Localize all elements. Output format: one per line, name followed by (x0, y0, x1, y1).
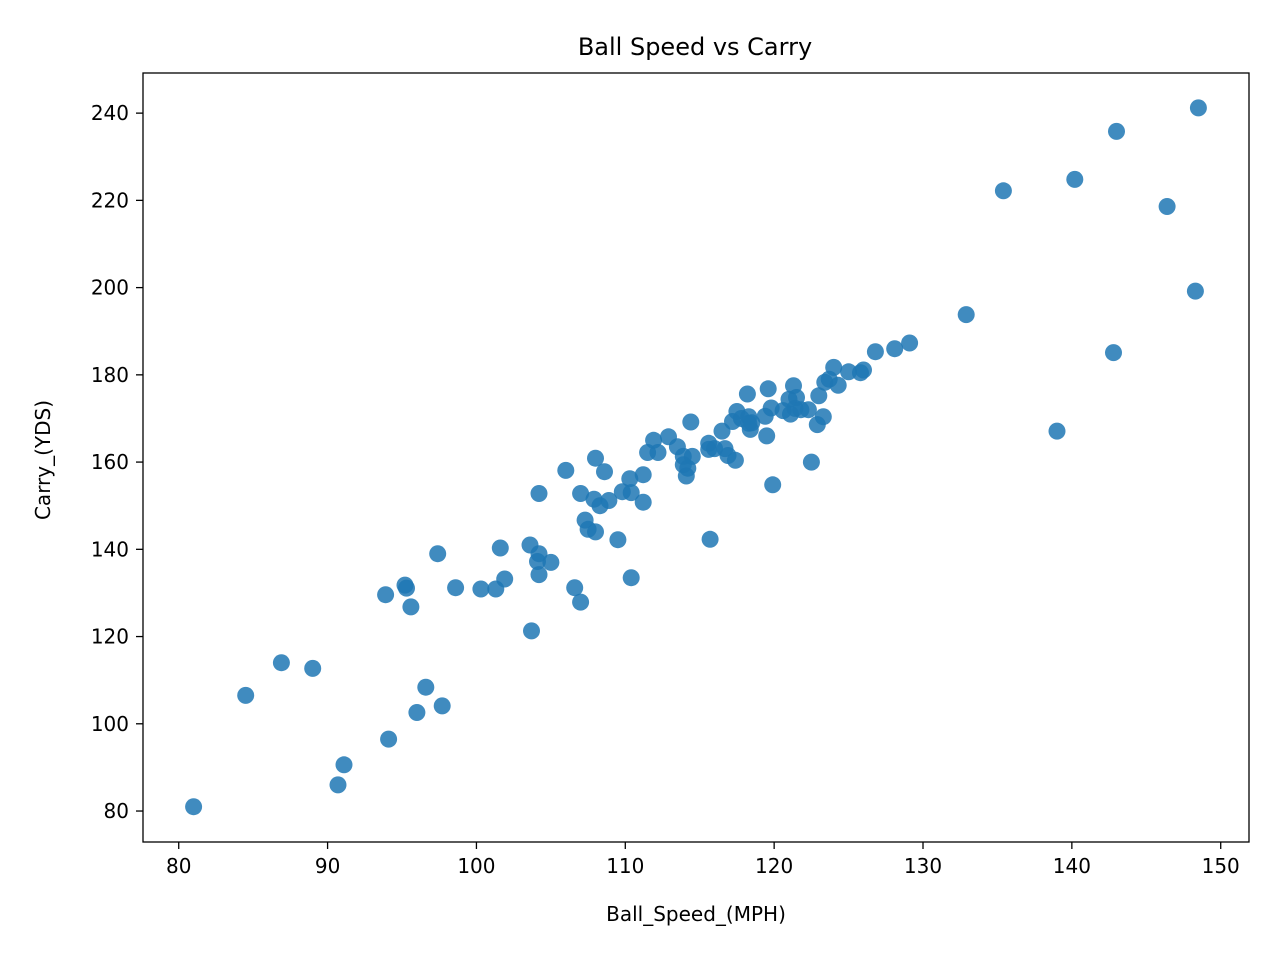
y-axis-label: Carry_(YDS) (31, 400, 55, 520)
chart-title: Ball Speed vs Carry (578, 33, 812, 61)
data-point (402, 598, 420, 616)
data-point (1105, 344, 1122, 362)
data-point (802, 453, 820, 471)
x-tick-label: 140 (1053, 854, 1091, 878)
data-point (587, 523, 604, 541)
plot-frame (142, 72, 1250, 843)
data-point (829, 376, 847, 394)
data-point (377, 586, 395, 604)
data-point (682, 413, 700, 431)
data-point (622, 484, 640, 502)
data-point (530, 545, 548, 563)
data-point (609, 531, 627, 549)
x-axis: 80 90 100 110 120 130 140 150 (166, 842, 1240, 878)
data-point (447, 579, 465, 597)
data-point (866, 343, 884, 361)
data-point (596, 463, 613, 481)
data-point (530, 566, 548, 584)
data-point (587, 449, 604, 467)
data-point (814, 408, 832, 426)
y-tick-label: 180 (91, 363, 129, 387)
data-point (566, 579, 584, 597)
x-tick-label: 110 (606, 854, 644, 878)
data-point (542, 553, 560, 571)
y-tick-label: 200 (91, 276, 129, 300)
data-point (738, 385, 756, 403)
data-point (496, 570, 514, 588)
y-tick-label: 140 (91, 537, 129, 561)
data-point (1108, 122, 1125, 140)
data-point (1066, 170, 1084, 188)
data-point (557, 461, 575, 479)
data-point (886, 340, 904, 358)
data-point (417, 678, 435, 696)
data-point (855, 361, 872, 379)
x-tick-label: 80 (166, 854, 191, 878)
y-tick-label: 240 (91, 101, 129, 125)
data-point (622, 569, 640, 587)
x-tick-label: 90 (315, 854, 340, 878)
points-layer (185, 99, 1207, 816)
y-tick-label: 80 (104, 799, 129, 823)
data-point (523, 622, 540, 640)
x-tick-label: 130 (904, 854, 942, 878)
data-point (1158, 198, 1176, 215)
data-point (799, 401, 817, 419)
data-point (825, 358, 843, 376)
data-point (1189, 99, 1207, 117)
data-point (237, 686, 255, 704)
x-axis-label: Ball_Speed_(MPH) (606, 902, 786, 926)
data-point (701, 530, 719, 548)
y-tick-label: 100 (91, 712, 129, 736)
data-point (472, 580, 490, 598)
data-point (634, 466, 652, 484)
data-point (335, 756, 353, 774)
data-point (649, 444, 667, 461)
data-point (726, 451, 744, 469)
data-point (572, 593, 590, 611)
y-tick-label: 120 (91, 625, 129, 649)
data-point (600, 492, 618, 509)
data-point (743, 414, 761, 432)
data-point (491, 539, 509, 557)
data-point (683, 447, 701, 465)
data-point (957, 306, 975, 324)
y-tick-label: 220 (91, 188, 129, 212)
data-point (758, 427, 776, 445)
data-point (621, 470, 639, 488)
data-point (304, 659, 322, 677)
data-point (810, 387, 828, 405)
x-tick-label: 120 (755, 854, 793, 878)
data-point (1048, 422, 1066, 440)
data-point (530, 485, 548, 502)
data-point (380, 730, 398, 748)
data-point (408, 704, 426, 721)
data-point (433, 697, 451, 715)
y-axis: 80 100 120 140 160 180 200 220 240 (91, 101, 143, 823)
data-point (572, 485, 590, 502)
data-point (634, 493, 652, 511)
data-point (429, 545, 447, 563)
data-point (994, 182, 1012, 200)
data-point (272, 654, 290, 672)
x-tick-label: 150 (1202, 854, 1240, 878)
x-tick-label: 100 (457, 854, 495, 878)
data-point (1186, 282, 1204, 300)
data-point (329, 776, 347, 794)
data-point (759, 380, 777, 398)
y-tick-label: 160 (91, 450, 129, 474)
data-point (901, 334, 919, 352)
data-point (398, 579, 415, 597)
data-point (764, 476, 782, 494)
data-point (185, 798, 203, 816)
